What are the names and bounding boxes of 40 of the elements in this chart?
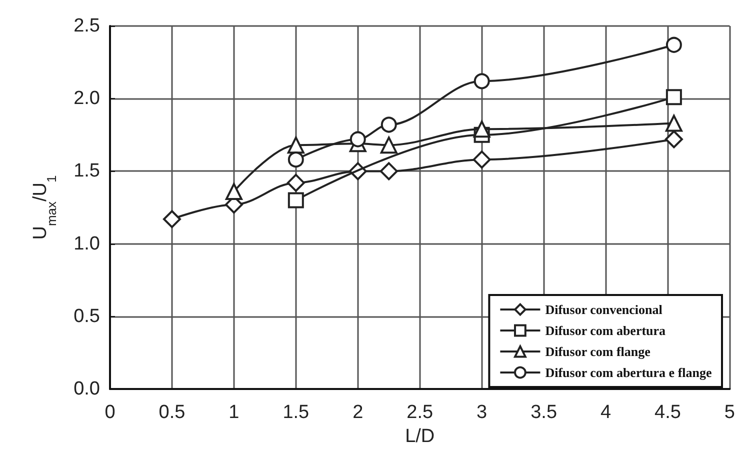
legend-label: Difusor com abertura e flange: [545, 365, 712, 380]
y-tick-label: 2.0: [74, 88, 100, 110]
y-tick-label: 2.5: [74, 16, 100, 36]
point: [473, 120, 490, 138]
legend-label: Difusor convencional: [545, 302, 663, 317]
point: [380, 162, 398, 180]
legend-label: Difusor com abertura: [545, 323, 666, 338]
legend-label: Difusor com flange: [545, 344, 651, 359]
x-tick-label: 1: [228, 402, 240, 423]
x-tick-label: 5: [724, 402, 736, 423]
point: [380, 116, 397, 133]
y-tick-label: 0.0: [74, 378, 100, 400]
point: [472, 150, 491, 169]
point: [664, 130, 683, 148]
x-axis-title: L/D: [405, 426, 435, 447]
point: [286, 174, 305, 192]
y-tick-label: 1.5: [74, 160, 100, 182]
x-tick-label: 0.5: [158, 402, 186, 423]
point: [287, 136, 304, 154]
point: [474, 73, 490, 90]
point: [288, 152, 304, 168]
point: [350, 131, 366, 148]
point: [225, 183, 242, 200]
x-tick-label: 3: [476, 402, 488, 423]
x-tick-label: 1.5: [282, 402, 310, 423]
point: [665, 114, 682, 132]
y-tick-label: 1.0: [74, 233, 100, 254]
point: [666, 89, 682, 106]
point: [666, 36, 682, 53]
point: [380, 136, 398, 154]
x-tick-label: 4: [600, 402, 612, 423]
x-tick-label: 3.5: [530, 402, 558, 423]
y-axis-title: Umax/U1: [30, 175, 59, 240]
x-tick-label: 0: [104, 402, 116, 423]
point: [162, 210, 181, 228]
y-tick-label: 0.5: [74, 306, 100, 327]
x-tick-label: 2: [352, 402, 364, 423]
point: [288, 192, 304, 208]
x-tick-label: 2.5: [406, 402, 434, 423]
x-tick-label: 4.5: [654, 402, 681, 423]
